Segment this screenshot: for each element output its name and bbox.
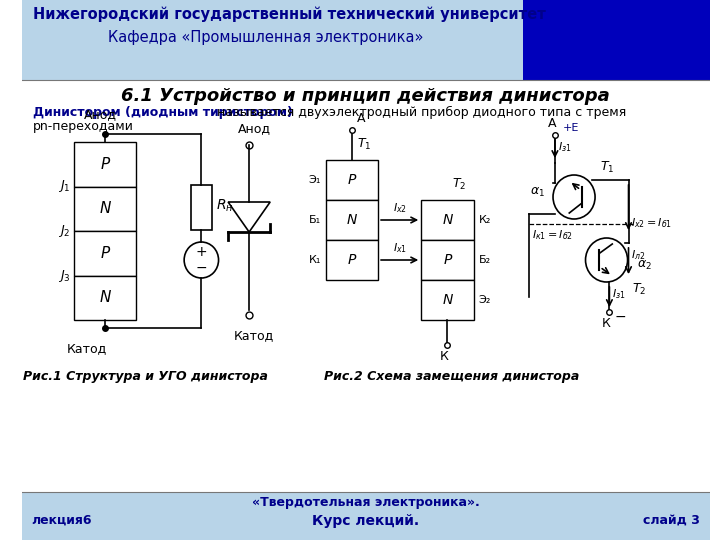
Text: Курс лекций.: Курс лекций. xyxy=(312,514,419,528)
Bar xyxy=(523,0,710,80)
Text: $I_{x1}$: $I_{x1}$ xyxy=(392,241,407,255)
Text: Рис.2 Схема замещения динистора: Рис.2 Схема замещения динистора xyxy=(324,370,580,383)
Text: Динистором (диодным тиристором): Динистором (диодным тиристором) xyxy=(33,106,293,119)
Text: N: N xyxy=(442,213,453,227)
Text: P: P xyxy=(101,246,110,261)
Text: А: А xyxy=(548,117,557,130)
Text: Катод: Катод xyxy=(234,329,274,342)
Text: $T_2$: $T_2$ xyxy=(452,177,467,192)
Text: Б₂: Б₂ xyxy=(479,255,490,265)
Text: К₁: К₁ xyxy=(308,255,321,265)
Text: $T_1$: $T_1$ xyxy=(356,137,371,152)
Bar xyxy=(22,0,710,80)
Circle shape xyxy=(553,175,595,219)
Bar xyxy=(74,142,136,186)
Text: $I_{з1}$: $I_{з1}$ xyxy=(612,287,626,301)
Text: называется двухэлектродный прибор диодного типа с тремя: называется двухэлектродный прибор диодно… xyxy=(213,106,626,119)
Text: $I_{л2}$: $I_{л2}$ xyxy=(631,248,646,262)
Text: Нижегородский государственный технический университет: Нижегородский государственный технически… xyxy=(33,7,546,23)
Text: А: А xyxy=(356,112,365,125)
Text: P: P xyxy=(348,253,356,267)
Text: P: P xyxy=(348,173,356,187)
Bar xyxy=(74,186,136,231)
Bar xyxy=(421,240,474,280)
Text: лекция6: лекция6 xyxy=(31,514,91,527)
Polygon shape xyxy=(228,202,270,232)
Text: Б₁: Б₁ xyxy=(309,215,321,225)
Text: pn-переходами: pn-переходами xyxy=(33,120,134,133)
Text: −: − xyxy=(614,310,626,324)
Text: Рис.1 Структура и УГО динистора: Рис.1 Структура и УГО динистора xyxy=(24,370,269,383)
Text: +: + xyxy=(196,245,207,259)
Text: Э₂: Э₂ xyxy=(479,295,491,305)
Text: $I_{x2}=I_{б1}$: $I_{x2}=I_{б1}$ xyxy=(631,217,672,231)
Text: $J_1$: $J_1$ xyxy=(58,179,71,194)
Text: $T_1$: $T_1$ xyxy=(600,160,614,175)
Text: +E: +E xyxy=(562,123,579,133)
Circle shape xyxy=(184,242,219,278)
Text: К₂: К₂ xyxy=(479,215,491,225)
Text: N: N xyxy=(99,201,111,216)
Text: $\alpha_1$: $\alpha_1$ xyxy=(531,185,545,199)
Text: Анод: Анод xyxy=(238,122,271,135)
Bar xyxy=(325,200,378,240)
Bar xyxy=(22,492,710,540)
Text: 6.1 Устройство и принцип действия динистора: 6.1 Устройство и принцип действия динист… xyxy=(122,87,610,105)
Text: N: N xyxy=(99,291,111,305)
Bar xyxy=(325,160,378,200)
Text: N: N xyxy=(346,213,357,227)
Text: P: P xyxy=(444,253,451,267)
Text: $I_{з1}$: $I_{з1}$ xyxy=(558,140,572,154)
Text: P: P xyxy=(101,157,110,172)
Bar xyxy=(421,280,474,320)
Text: $T_2$: $T_2$ xyxy=(632,282,647,297)
Text: $R_н$: $R_н$ xyxy=(216,197,233,214)
Bar xyxy=(421,200,474,240)
Text: К: К xyxy=(440,350,449,363)
Bar xyxy=(74,231,136,275)
Text: −: − xyxy=(196,261,207,275)
Text: $J_2$: $J_2$ xyxy=(58,223,71,239)
Text: $\alpha_2$: $\alpha_2$ xyxy=(637,259,652,272)
Bar xyxy=(191,185,212,230)
Text: $J_3$: $J_3$ xyxy=(58,267,71,284)
Text: Кафедра «Промышленная электроника»: Кафедра «Промышленная электроника» xyxy=(108,30,423,45)
Text: $I_{x2}$: $I_{x2}$ xyxy=(392,201,407,215)
Circle shape xyxy=(585,238,628,282)
Text: Э₁: Э₁ xyxy=(308,175,321,185)
Text: Катод: Катод xyxy=(67,342,107,355)
Text: К: К xyxy=(602,317,611,330)
Text: $I_{к1}=I_{б2}$: $I_{к1}=I_{б2}$ xyxy=(532,228,573,242)
Text: «Твердотельная электроника».: «Твердотельная электроника». xyxy=(252,496,480,509)
Text: слайд 3: слайд 3 xyxy=(643,514,700,527)
Text: N: N xyxy=(442,293,453,307)
Bar xyxy=(325,240,378,280)
Text: Анод: Анод xyxy=(84,108,117,121)
Bar xyxy=(74,275,136,320)
